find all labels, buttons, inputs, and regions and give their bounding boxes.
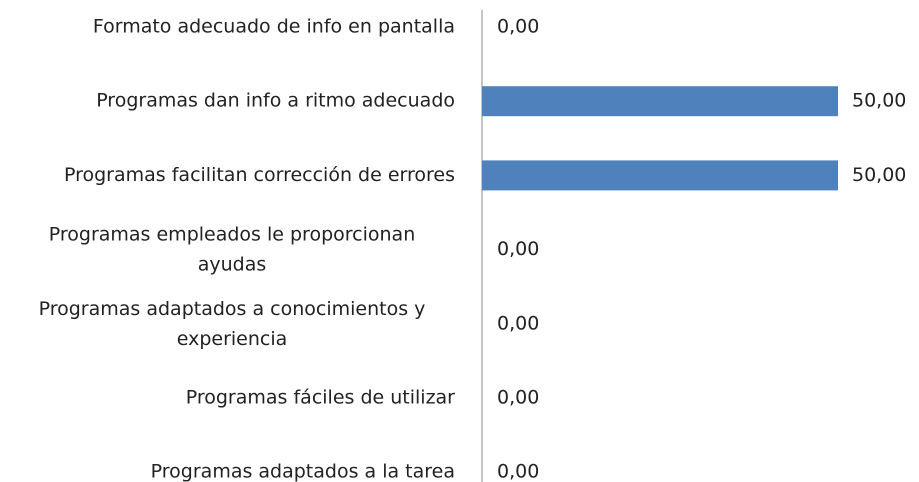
value-label: 0,00 bbox=[497, 16, 539, 38]
category-label: Programas facilitan corrección de errore… bbox=[64, 164, 455, 186]
value-label: 0,00 bbox=[497, 312, 539, 334]
value-label: 0,00 bbox=[497, 238, 539, 260]
value-label: 50,00 bbox=[852, 164, 906, 186]
value-label: 50,00 bbox=[852, 90, 906, 112]
bar bbox=[482, 86, 838, 117]
category-label: Programas adaptados a conocimientos y exp… bbox=[39, 297, 426, 349]
bar bbox=[482, 160, 838, 191]
category-label: Programas empleados le proporcionan ayuda… bbox=[49, 223, 415, 275]
category-label: Programas fáciles de utilizar bbox=[186, 387, 455, 409]
category-label: Programas dan info a ritmo adecuado bbox=[96, 90, 455, 112]
category-label: Programas adaptados a la tarea bbox=[151, 461, 455, 482]
category-label: Formato adecuado de info en pantalla bbox=[93, 16, 455, 38]
value-label: 0,00 bbox=[497, 461, 539, 482]
value-label: 0,00 bbox=[497, 387, 539, 409]
